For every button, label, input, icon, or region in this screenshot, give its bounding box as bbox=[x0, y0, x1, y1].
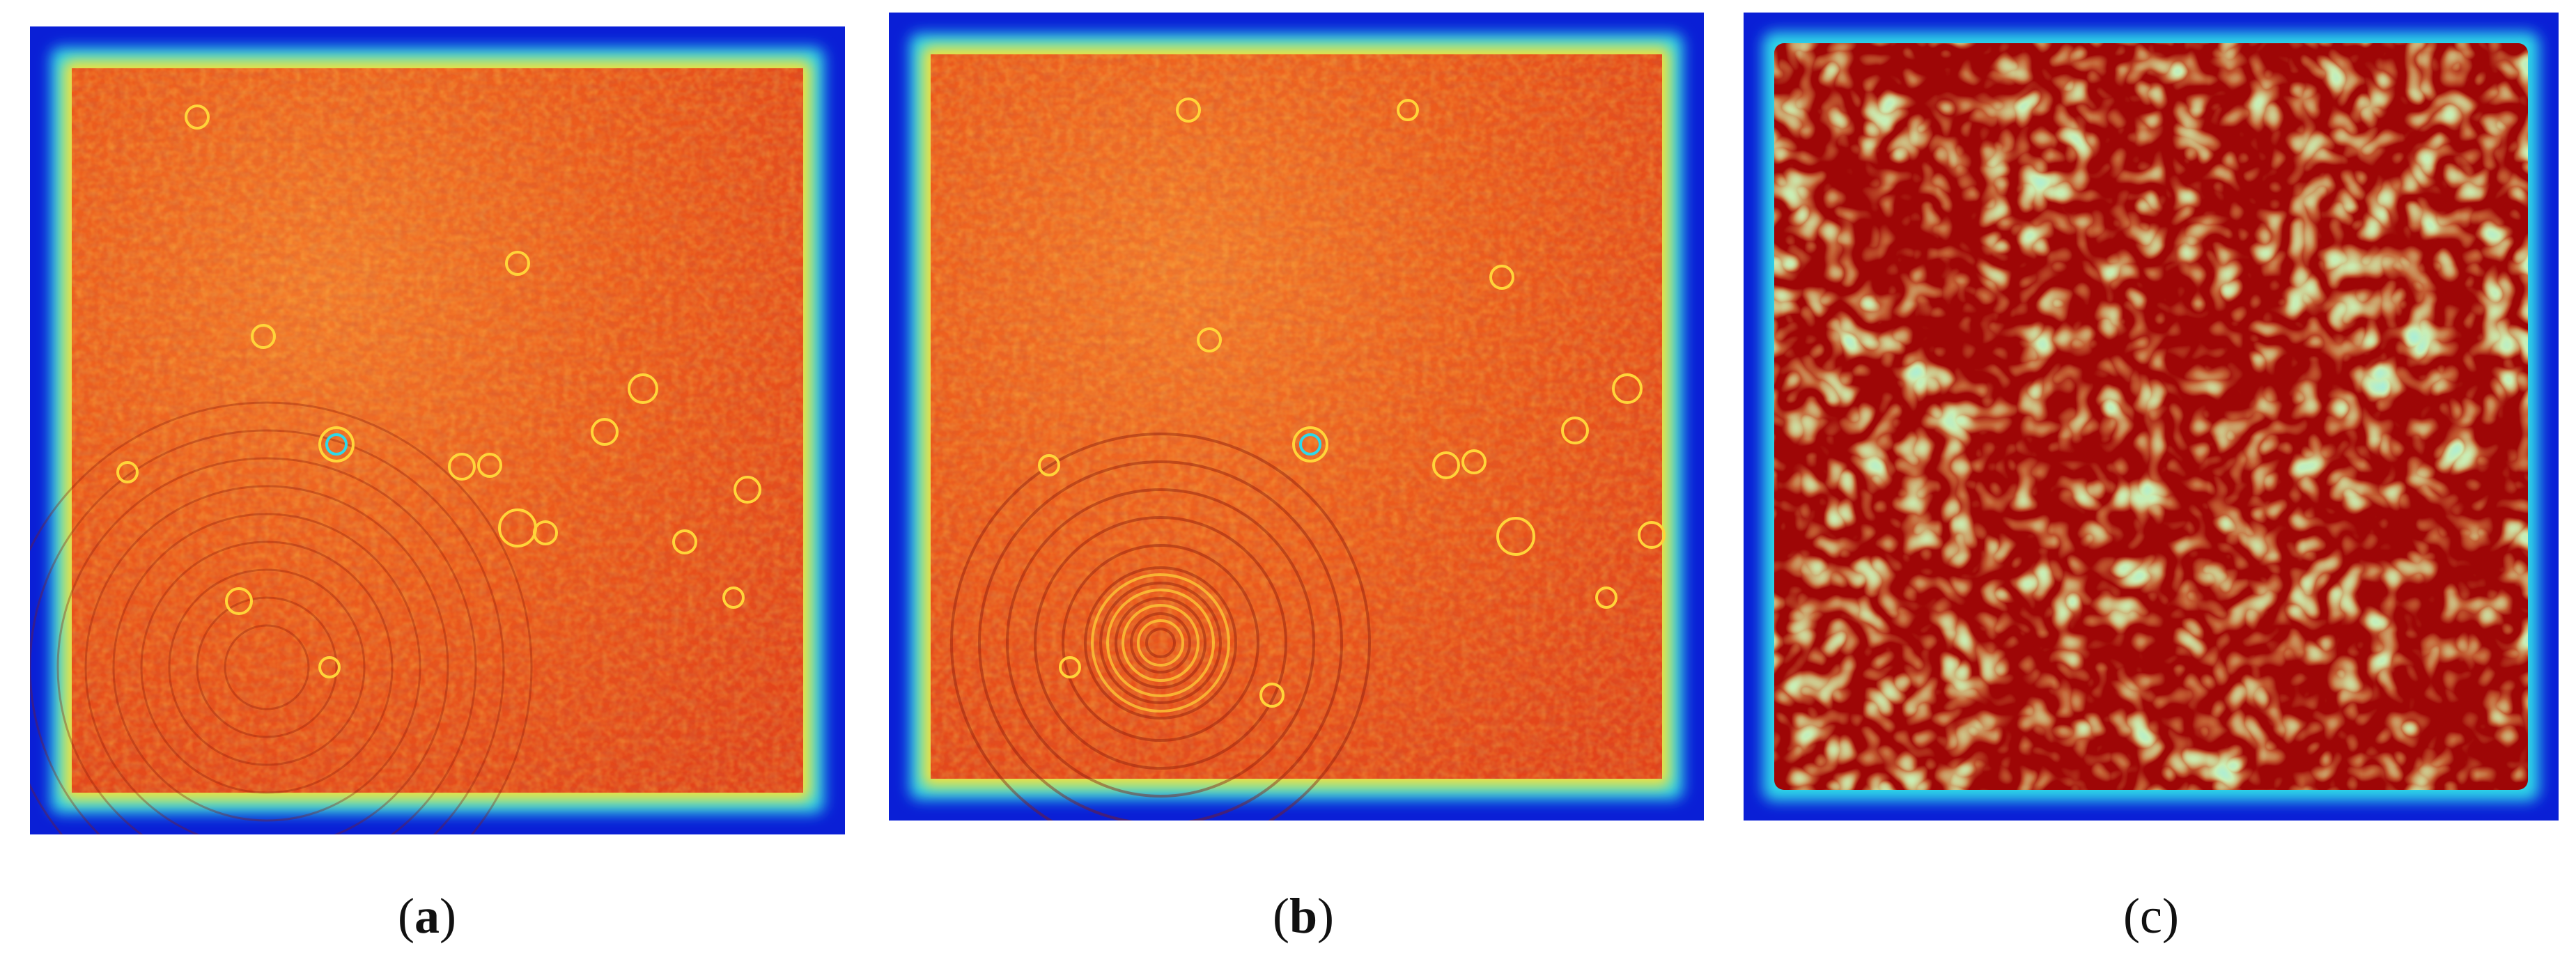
panel-c-image bbox=[1744, 13, 2559, 821]
caption-c-letter: c bbox=[2140, 888, 2162, 944]
caption-b: (b) bbox=[1272, 888, 1334, 944]
panel-a-image bbox=[30, 26, 845, 834]
panel-b-particles bbox=[1038, 98, 1666, 708]
caption-a-letter: a bbox=[414, 888, 440, 944]
caption-b-letter: b bbox=[1289, 888, 1318, 944]
panel-a-particles bbox=[116, 104, 761, 678]
panel-a-heatmap bbox=[30, 26, 845, 834]
caption-a: (a) bbox=[398, 888, 456, 944]
panel-b-image bbox=[889, 13, 1704, 821]
panel-c-heatmap bbox=[1744, 13, 2559, 821]
panel-b-heatmap bbox=[889, 13, 1704, 821]
caption-c: (c) bbox=[2123, 888, 2179, 944]
